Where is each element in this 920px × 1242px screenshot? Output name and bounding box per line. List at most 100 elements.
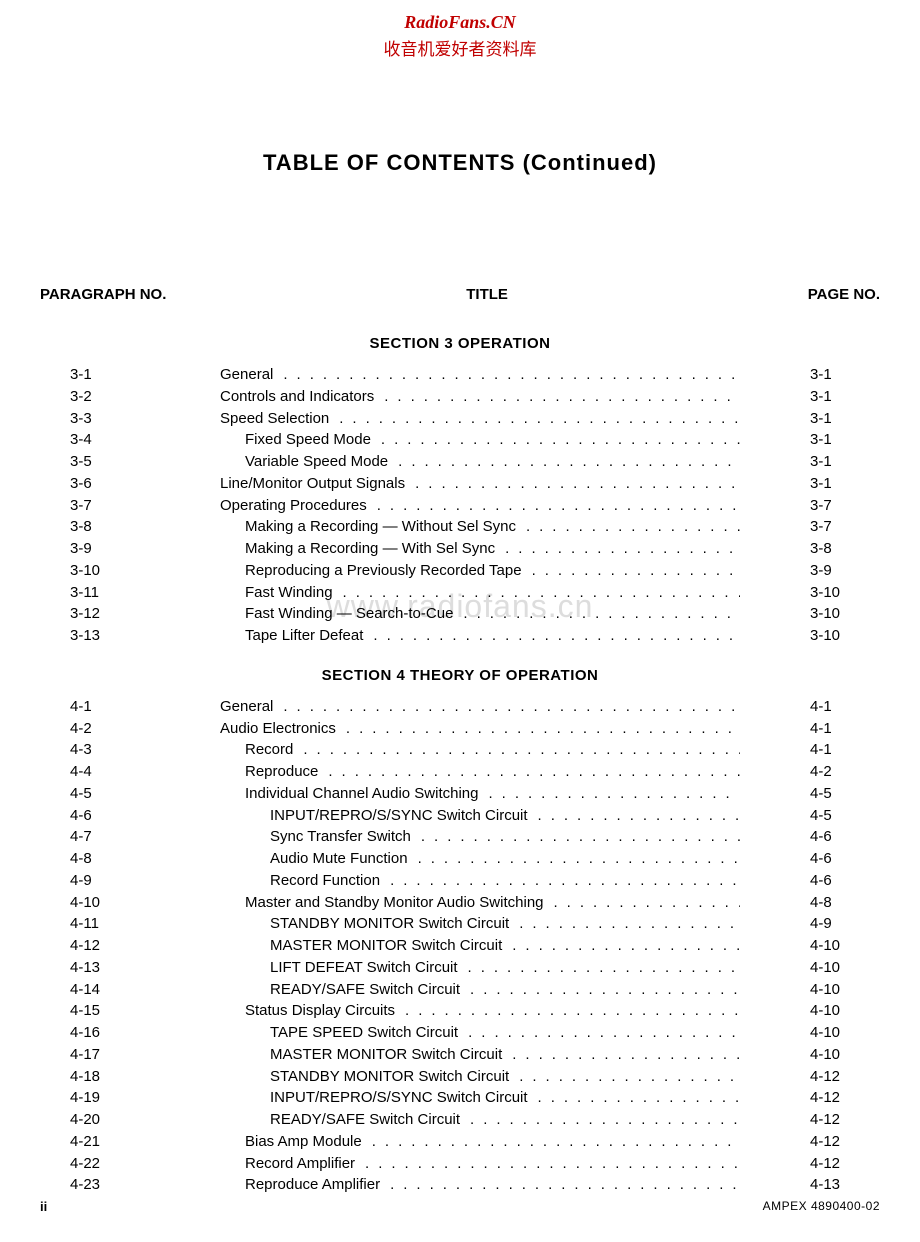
title-cell: INPUT/REPRO/S/SYNC Switch Circuit bbox=[220, 805, 810, 827]
page-number: 4-12 bbox=[810, 1131, 880, 1153]
page-number: 3-9 bbox=[810, 560, 880, 582]
title-cell: READY/SAFE Switch Circuit bbox=[220, 979, 810, 1001]
leader-dots bbox=[273, 696, 740, 718]
leader-dots bbox=[453, 603, 740, 625]
title-cell: Individual Channel Audio Switching bbox=[220, 783, 810, 805]
page-number: 3-1 bbox=[810, 386, 880, 408]
toc-row: 4-9Record Function4-6 bbox=[40, 870, 880, 892]
page-number: 3-1 bbox=[810, 473, 880, 495]
page-number: 4-10 bbox=[810, 979, 880, 1001]
paragraph-number: 3-3 bbox=[40, 408, 220, 430]
entry-title: Making a Recording — With Sel Sync bbox=[220, 538, 495, 560]
title-cell: Audio Mute Function bbox=[220, 848, 810, 870]
paragraph-number: 4-12 bbox=[40, 935, 220, 957]
leader-dots bbox=[395, 1000, 740, 1022]
entry-title: Variable Speed Mode bbox=[220, 451, 388, 473]
entry-title: STANDBY MONITOR Switch Circuit bbox=[220, 1066, 509, 1088]
toc-row: 4-16TAPE SPEED Switch Circuit4-10 bbox=[40, 1022, 880, 1044]
title-cell: Sync Transfer Switch bbox=[220, 826, 810, 848]
title-cell: Record Amplifier bbox=[220, 1153, 810, 1175]
paragraph-number: 4-6 bbox=[40, 805, 220, 827]
leader-dots bbox=[374, 386, 740, 408]
entry-title: General bbox=[220, 696, 273, 718]
leader-dots bbox=[363, 625, 740, 647]
entry-title: MASTER MONITOR Switch Circuit bbox=[220, 935, 502, 957]
toc-row: 3-5Variable Speed Mode3-1 bbox=[40, 451, 880, 473]
entry-title: READY/SAFE Switch Circuit bbox=[220, 979, 460, 1001]
paragraph-number: 4-5 bbox=[40, 783, 220, 805]
title-cell: Speed Selection bbox=[220, 408, 810, 430]
paragraph-number: 4-13 bbox=[40, 957, 220, 979]
entry-title: Reproduce Amplifier bbox=[220, 1174, 380, 1196]
entry-title: Audio Mute Function bbox=[220, 848, 408, 870]
leader-dots bbox=[528, 1087, 740, 1109]
title-cell: Reproducing a Previously Recorded Tape bbox=[220, 560, 810, 582]
title-cell: Audio Electronics bbox=[220, 718, 810, 740]
toc-row: 4-17MASTER MONITOR Switch Circuit4-10 bbox=[40, 1044, 880, 1066]
title-cell: Reproduce bbox=[220, 761, 810, 783]
toc-row: 4-7Sync Transfer Switch4-6 bbox=[40, 826, 880, 848]
paragraph-number: 4-19 bbox=[40, 1087, 220, 1109]
entry-title: MASTER MONITOR Switch Circuit bbox=[220, 1044, 502, 1066]
paragraph-number: 4-11 bbox=[40, 913, 220, 935]
toc-row: 4-12MASTER MONITOR Switch Circuit 4-10 bbox=[40, 935, 880, 957]
header-title: TITLE bbox=[466, 286, 508, 303]
entry-title: Line/Monitor Output Signals bbox=[220, 473, 405, 495]
title-cell: Reproduce Amplifier bbox=[220, 1174, 810, 1196]
page-number: 4-1 bbox=[810, 718, 880, 740]
page-number: 3-10 bbox=[810, 625, 880, 647]
title-cell: READY/SAFE Switch Circuit bbox=[220, 1109, 810, 1131]
title-cell: MASTER MONITOR Switch Circuit bbox=[220, 935, 810, 957]
toc-row: 3-11Fast Winding3-10 bbox=[40, 582, 880, 604]
paragraph-number: 4-2 bbox=[40, 718, 220, 740]
toc-row: 4-5Individual Channel Audio Switching4-5 bbox=[40, 783, 880, 805]
leader-dots bbox=[516, 516, 740, 538]
paragraph-number: 3-13 bbox=[40, 625, 220, 647]
entry-title: Record Amplifier bbox=[220, 1153, 355, 1175]
title-cell: Fast Winding — Search-to-Cue bbox=[220, 603, 810, 625]
leader-dots bbox=[495, 538, 740, 560]
entry-title: INPUT/REPRO/S/SYNC Switch Circuit bbox=[220, 805, 528, 827]
watermark-line2: 收音机爱好者资料库 bbox=[0, 35, 920, 60]
title-cell: TAPE SPEED Switch Circuit bbox=[220, 1022, 810, 1044]
toc-row: 3-13Tape Lifter Defeat3-10 bbox=[40, 625, 880, 647]
leader-dots bbox=[380, 1174, 740, 1196]
page-number: 4-10 bbox=[810, 935, 880, 957]
title-cell: Master and Standby Monitor Audio Switchi… bbox=[220, 892, 810, 914]
toc-row: 4-6INPUT/REPRO/S/SYNC Switch Circuit4-5 bbox=[40, 805, 880, 827]
page-number: 4-12 bbox=[810, 1153, 880, 1175]
paragraph-number: 4-22 bbox=[40, 1153, 220, 1175]
entry-title: Reproducing a Previously Recorded Tape bbox=[220, 560, 522, 582]
leader-dots bbox=[408, 848, 740, 870]
paragraph-number: 4-3 bbox=[40, 739, 220, 761]
footer-page-number: ii bbox=[40, 1199, 47, 1214]
leader-dots bbox=[502, 935, 740, 957]
entry-title: Sync Transfer Switch bbox=[220, 826, 411, 848]
leader-dots bbox=[522, 560, 740, 582]
paragraph-number: 3-11 bbox=[40, 582, 220, 604]
entry-title: Record bbox=[220, 739, 293, 761]
toc-row: 4-20READY/SAFE Switch Circuit4-12 bbox=[40, 1109, 880, 1131]
page-number: 4-2 bbox=[810, 761, 880, 783]
column-headers: PARAGRAPH NO. TITLE PAGE NO. bbox=[40, 286, 880, 303]
leader-dots bbox=[502, 1044, 740, 1066]
watermark-header: RadioFans.CN 收音机爱好者资料库 bbox=[0, 12, 920, 60]
paragraph-number: 4-4 bbox=[40, 761, 220, 783]
entry-title: Fast Winding bbox=[220, 582, 333, 604]
leader-dots bbox=[460, 1109, 740, 1131]
page-number: 3-10 bbox=[810, 603, 880, 625]
toc-row: 4-4Reproduce4-2 bbox=[40, 761, 880, 783]
toc-row: 4-10Master and Standby Monitor Audio Swi… bbox=[40, 892, 880, 914]
leader-dots bbox=[371, 429, 740, 451]
paragraph-number: 4-10 bbox=[40, 892, 220, 914]
page-number: 3-1 bbox=[810, 451, 880, 473]
toc-row: 3-10Reproducing a Previously Recorded Ta… bbox=[40, 560, 880, 582]
title-cell: Tape Lifter Defeat bbox=[220, 625, 810, 647]
entry-title: TAPE SPEED Switch Circuit bbox=[220, 1022, 458, 1044]
toc-row: 4-18STANDBY MONITOR Switch Circuit4-12 bbox=[40, 1066, 880, 1088]
entry-title: Fixed Speed Mode bbox=[220, 429, 371, 451]
page-number: 4-1 bbox=[810, 696, 880, 718]
page-number: 4-6 bbox=[810, 848, 880, 870]
paragraph-number: 4-16 bbox=[40, 1022, 220, 1044]
entry-title: Status Display Circuits bbox=[220, 1000, 395, 1022]
